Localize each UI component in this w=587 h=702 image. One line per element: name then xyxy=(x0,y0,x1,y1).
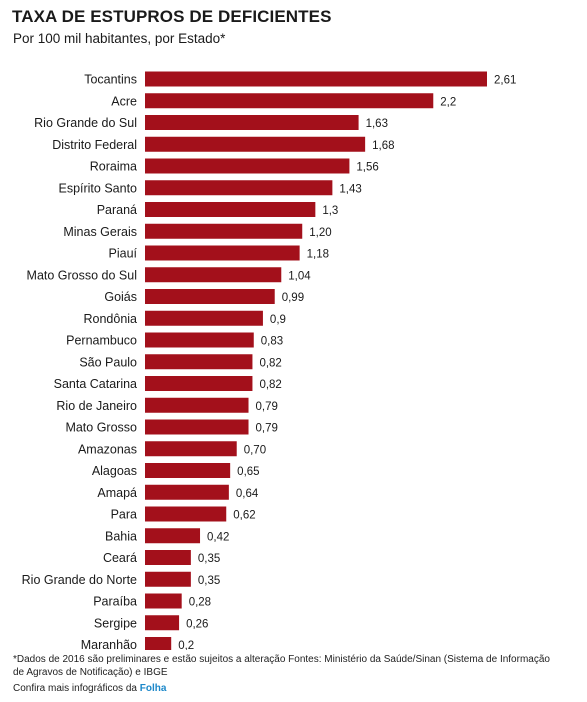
bar xyxy=(145,441,237,457)
value-label: 0,62 xyxy=(233,510,255,522)
bar xyxy=(145,463,231,478)
category-label: Mato Grosso xyxy=(65,421,137,435)
bar xyxy=(145,202,316,217)
value-label: 0,65 xyxy=(237,466,259,478)
category-label: Bahia xyxy=(105,529,137,543)
category-label: Santa Catarina xyxy=(54,377,137,391)
value-label: 0,99 xyxy=(282,292,304,304)
bar xyxy=(145,615,180,631)
value-label: 0,2 xyxy=(178,640,194,650)
category-label: Minas Gerais xyxy=(63,225,137,239)
bar xyxy=(145,245,300,261)
bar xyxy=(145,550,191,565)
value-label: 0,26 xyxy=(186,618,208,630)
value-label: 0,82 xyxy=(259,357,281,369)
category-label: Mato Grosso do Sul xyxy=(27,268,137,282)
category-label: Alagoas xyxy=(92,464,137,478)
bar xyxy=(145,528,201,544)
bar xyxy=(145,397,249,413)
bar xyxy=(145,180,333,196)
bar xyxy=(145,158,350,174)
category-label: Maranhão xyxy=(81,638,137,650)
value-label: 2,2 xyxy=(440,96,456,108)
value-label: 0,83 xyxy=(261,336,283,348)
value-label: 1,04 xyxy=(288,270,311,282)
value-label: 1,20 xyxy=(309,227,331,239)
value-label: 1,18 xyxy=(307,249,329,261)
bar xyxy=(145,484,229,500)
bar xyxy=(145,506,227,522)
value-label: 1,43 xyxy=(339,183,361,195)
category-label: Rondônia xyxy=(83,312,137,326)
value-label: 0,82 xyxy=(259,379,281,391)
brand-link[interactable]: Folha xyxy=(139,683,167,694)
bar xyxy=(145,223,303,239)
value-label: 2,61 xyxy=(494,75,516,87)
bar-chart: Tocantins 2,61 Acre 2,2 Rio Grande do Sul 1,6… xyxy=(22,71,516,650)
category-label: Piauí xyxy=(109,247,138,261)
category-label: Goiás xyxy=(104,290,137,304)
credit-line: Confira mais infográficos da Folha xyxy=(13,683,166,694)
bar xyxy=(145,593,182,609)
category-label: Acre xyxy=(111,94,137,108)
bar xyxy=(145,332,254,348)
value-label: 1,56 xyxy=(356,162,378,174)
category-label: Rio Grande do Norte xyxy=(22,573,137,587)
footnote: *Dados de 2016 são preliminares e estão … xyxy=(13,654,550,678)
value-label: 0,35 xyxy=(198,575,220,587)
bar xyxy=(145,376,253,391)
value-label: 0,79 xyxy=(256,401,278,413)
bar xyxy=(145,637,172,650)
category-label: Amazonas xyxy=(78,442,137,456)
bar xyxy=(145,354,253,370)
value-label: 1,63 xyxy=(366,118,388,130)
value-label: 0,42 xyxy=(207,531,229,543)
value-label: 0,35 xyxy=(198,553,220,565)
bar xyxy=(145,93,434,109)
value-label: 0,28 xyxy=(189,597,211,609)
category-label: Paraíba xyxy=(93,595,137,609)
bar xyxy=(145,115,359,130)
category-label: Roraima xyxy=(90,160,137,174)
category-label: Amapá xyxy=(97,486,137,500)
category-label: Ceará xyxy=(103,551,137,565)
category-label: Rio Grande do Sul xyxy=(34,116,137,130)
value-label: 1,3 xyxy=(322,205,338,217)
category-label: Pernambuco xyxy=(66,334,137,348)
value-label: 0,79 xyxy=(256,423,278,435)
category-label: Paraná xyxy=(97,203,137,217)
value-label: 0,70 xyxy=(244,444,266,456)
chart-subtitle: Por 100 mil habitantes, por Estado* xyxy=(13,31,226,46)
chart-title: TAXA DE ESTUPROS DE DEFICIENTES xyxy=(12,7,332,26)
credit-text: Confira mais infográficos da xyxy=(13,683,137,694)
value-label: 1,68 xyxy=(372,140,394,152)
category-label: Espírito Santo xyxy=(58,181,137,195)
category-label: São Paulo xyxy=(79,355,137,369)
category-label: Para xyxy=(111,508,137,522)
bar xyxy=(145,136,366,152)
category-label: Distrito Federal xyxy=(52,138,137,152)
value-label: 0,9 xyxy=(270,314,286,326)
bar xyxy=(145,267,282,283)
bar xyxy=(145,289,275,304)
bar xyxy=(145,71,487,87)
bar xyxy=(145,310,263,326)
category-label: Tocantins xyxy=(84,73,137,87)
category-label: Sergipe xyxy=(94,616,137,630)
category-label: Rio de Janeiro xyxy=(56,399,137,413)
value-label: 0,64 xyxy=(236,488,259,500)
bar xyxy=(145,571,191,587)
bar xyxy=(145,419,249,435)
